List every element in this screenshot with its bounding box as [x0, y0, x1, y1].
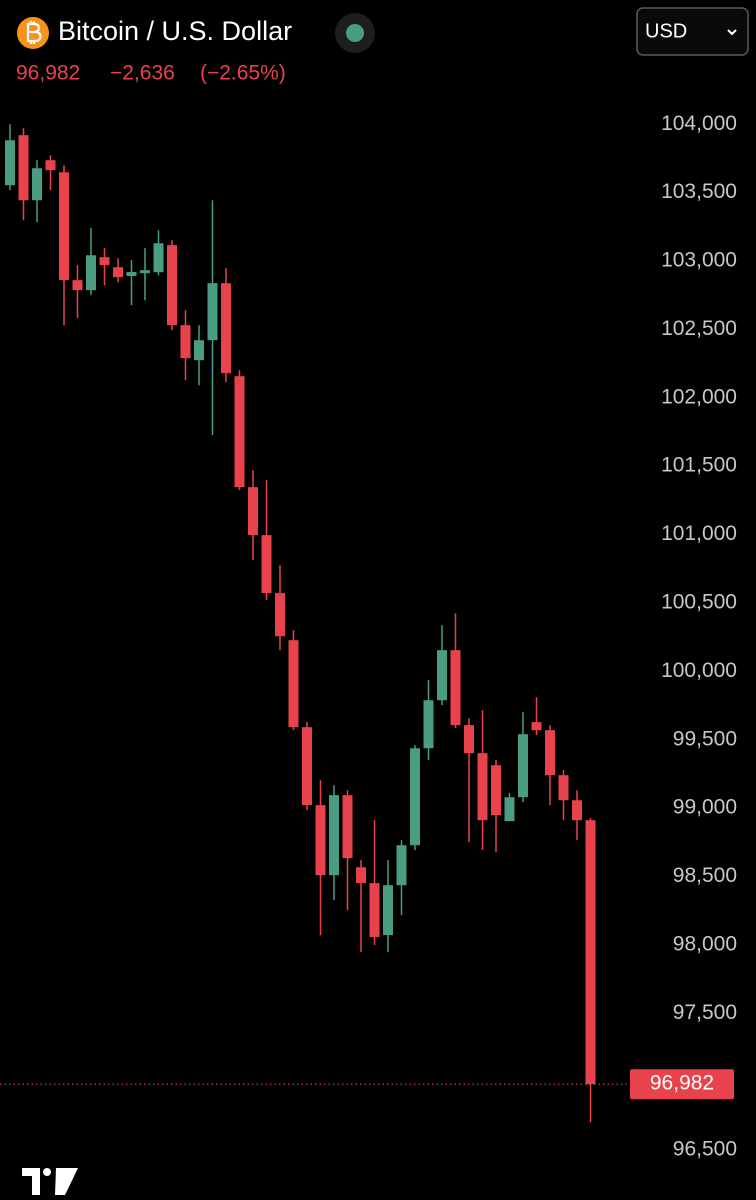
- select-label[interactable]: USD: [645, 20, 687, 42]
- y-tick-label: 99,500: [673, 727, 737, 750]
- candle-body: [45, 160, 56, 171]
- y-tick-label: 97,500: [673, 1001, 737, 1024]
- candle-body: [329, 795, 339, 876]
- candle-body: [180, 325, 191, 359]
- y-tick-label: 102,000: [661, 385, 737, 408]
- candle-body: [32, 168, 42, 201]
- candle-body: [194, 340, 204, 361]
- candle-body: [369, 883, 380, 938]
- candle-body: [410, 748, 420, 846]
- candle-body: [342, 795, 353, 859]
- y-tick-label: 100,000: [661, 659, 737, 682]
- logo-v: [55, 1168, 78, 1195]
- y-tick-label: 96,500: [673, 1138, 737, 1161]
- candle-body: [72, 280, 83, 291]
- candle-body: [86, 255, 96, 291]
- last-price-box: [630, 1069, 734, 1100]
- chart-title: Bitcoin / U.S. Dollar: [58, 16, 292, 46]
- candle-body: [504, 797, 515, 822]
- candle-body: [248, 487, 258, 536]
- candle-body: [221, 283, 231, 374]
- y-tick-label: 103,500: [661, 180, 737, 203]
- candle-body: [275, 593, 285, 637]
- candle-body: [302, 727, 312, 806]
- header-change: −2,636: [110, 62, 175, 85]
- candle-body: [477, 753, 488, 821]
- candle-body: [18, 135, 29, 201]
- candle-body: [140, 270, 150, 274]
- y-tick-label: 102,500: [661, 317, 737, 340]
- last-price-label: 96,982: [650, 1072, 714, 1095]
- candle-body: [167, 245, 177, 326]
- candle-body: [437, 650, 447, 701]
- y-tick-label: 99,000: [673, 796, 737, 819]
- candle-body: [59, 172, 69, 281]
- candle-body: [518, 734, 528, 798]
- candle-body: [315, 805, 326, 876]
- candle-body: [356, 867, 366, 884]
- header-change-pct: (−2.65%): [200, 62, 286, 85]
- currency-select[interactable]: USD: [636, 7, 749, 56]
- y-tick-label: 101,500: [661, 454, 737, 477]
- candle-body: [423, 700, 434, 749]
- candle-body: [491, 765, 501, 816]
- candle-body: [450, 650, 461, 726]
- tv-logo: [22, 1168, 78, 1195]
- y-tick-label: 100,500: [661, 591, 737, 614]
- candle-body: [126, 271, 137, 277]
- y-tick-label: 98,000: [673, 932, 737, 955]
- candle-body: [585, 820, 596, 1085]
- candle-body: [545, 730, 555, 776]
- logo-t: [22, 1168, 40, 1195]
- y-tick-label: 103,000: [661, 249, 737, 272]
- candle-body: [207, 283, 218, 341]
- candle-body: [531, 722, 542, 731]
- candle-body: [153, 243, 164, 273]
- candle-body: [234, 376, 245, 488]
- candle-body: [261, 535, 272, 594]
- header-price: 96,982: [16, 62, 80, 85]
- chevron[interactable]: [727, 29, 737, 36]
- candle-body: [383, 885, 393, 936]
- status-dot: [346, 24, 364, 42]
- bitcoin-glyph: [26, 21, 42, 44]
- candle-body: [288, 640, 299, 728]
- candle-body: [5, 140, 15, 186]
- candle-body: [99, 257, 110, 266]
- y-tick-label: 98,500: [673, 864, 737, 887]
- candle-body: [464, 725, 474, 754]
- candle-body: [113, 267, 123, 278]
- select-box[interactable]: [636, 7, 749, 56]
- logo-dot: [43, 1168, 51, 1176]
- candle-body: [558, 775, 569, 801]
- y-tick-label: 104,000: [661, 112, 737, 135]
- y-tick-label: 101,000: [661, 522, 737, 545]
- candle-body: [396, 845, 407, 886]
- candle-body: [572, 800, 582, 821]
